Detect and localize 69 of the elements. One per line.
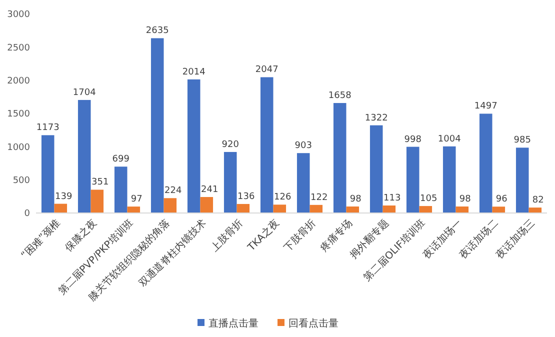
bar bbox=[236, 204, 250, 213]
bar bbox=[164, 198, 177, 213]
bar bbox=[516, 148, 529, 213]
bar bbox=[479, 114, 492, 213]
legend-label: 回看点击量 bbox=[288, 318, 338, 330]
bar bbox=[419, 206, 432, 213]
data-label: 98 bbox=[350, 194, 362, 204]
data-label: 998 bbox=[404, 134, 422, 145]
bar bbox=[310, 204, 323, 213]
data-label: 2635 bbox=[146, 26, 169, 36]
data-label: 985 bbox=[514, 136, 531, 146]
data-label: 920 bbox=[222, 140, 240, 150]
data-label: 1322 bbox=[364, 113, 388, 124]
bar bbox=[406, 146, 420, 213]
y-tick-label: 500 bbox=[12, 176, 30, 186]
data-label: 126 bbox=[274, 192, 292, 203]
data-label: 903 bbox=[294, 141, 312, 152]
bar bbox=[260, 77, 274, 213]
data-label: 96 bbox=[496, 194, 508, 205]
y-tick-label: 1500 bbox=[7, 110, 30, 120]
bar bbox=[187, 79, 200, 213]
bar bbox=[41, 135, 54, 213]
data-label: 241 bbox=[201, 185, 218, 196]
legend-label: 直播点击量 bbox=[208, 318, 258, 330]
bar bbox=[78, 100, 91, 213]
bar bbox=[346, 206, 360, 213]
y-tick-label: 2500 bbox=[7, 43, 30, 54]
bar bbox=[224, 152, 237, 213]
bar bbox=[442, 146, 456, 213]
x-tick-label: 上肢骨折 bbox=[208, 217, 246, 254]
y-tick-label: 0 bbox=[24, 209, 30, 220]
bar bbox=[150, 38, 164, 213]
bar bbox=[528, 208, 542, 213]
data-label: 82 bbox=[532, 196, 544, 206]
bar bbox=[492, 206, 506, 213]
x-tick-label: TKA之夜 bbox=[244, 217, 282, 254]
bar bbox=[200, 197, 214, 213]
data-label: 699 bbox=[112, 154, 130, 165]
data-label: 98 bbox=[459, 194, 472, 204]
bar bbox=[370, 125, 383, 213]
data-label: 139 bbox=[55, 192, 72, 202]
bar bbox=[333, 103, 346, 213]
bar bbox=[54, 204, 68, 213]
data-label: 122 bbox=[310, 192, 328, 203]
data-label: 1004 bbox=[438, 134, 462, 144]
bar bbox=[273, 204, 286, 213]
y-tick-label: 3000 bbox=[7, 10, 30, 20]
bar bbox=[90, 190, 104, 213]
data-label: 113 bbox=[384, 194, 401, 204]
data-label: 2047 bbox=[255, 65, 278, 76]
data-label: 136 bbox=[238, 192, 255, 202]
y-tick-label: 1000 bbox=[7, 142, 30, 153]
x-tick-label: 下肢骨折 bbox=[282, 217, 318, 254]
bar bbox=[296, 153, 310, 213]
data-label: 97 bbox=[130, 194, 142, 205]
data-label: 1658 bbox=[328, 91, 352, 102]
bar bbox=[382, 206, 396, 213]
bar bbox=[114, 166, 128, 213]
data-label: 1497 bbox=[474, 102, 498, 112]
data-label: 2014 bbox=[182, 67, 206, 78]
data-label: 1704 bbox=[72, 88, 96, 98]
data-label: 1173 bbox=[36, 123, 60, 134]
data-label: 224 bbox=[164, 186, 182, 196]
bar bbox=[456, 206, 469, 213]
data-label: 105 bbox=[420, 194, 438, 204]
bar bbox=[127, 206, 140, 213]
data-label: 351 bbox=[92, 178, 109, 188]
x-tick-label: “困难”颈椎 bbox=[18, 217, 63, 262]
y-tick-label: 2000 bbox=[7, 76, 30, 86]
